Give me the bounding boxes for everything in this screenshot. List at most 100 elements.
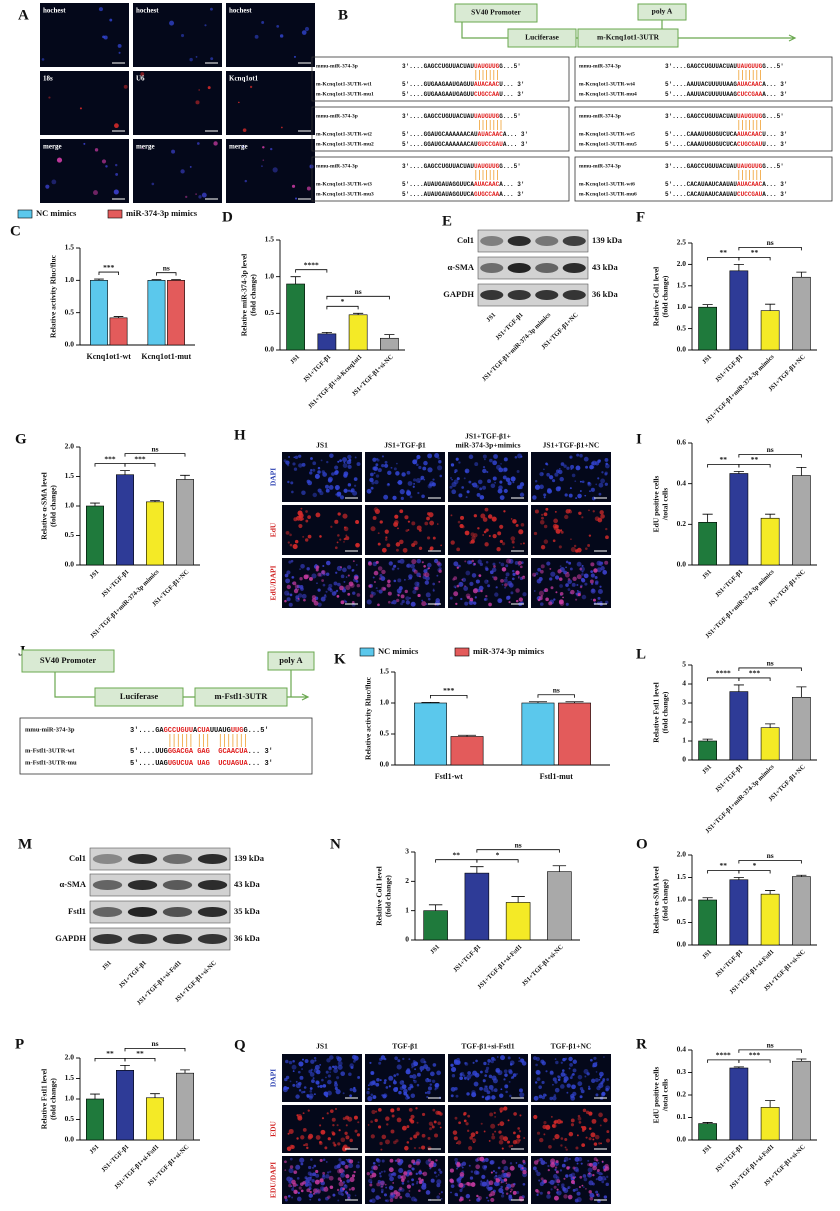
cell [287, 1194, 291, 1198]
cell [465, 1122, 469, 1126]
x-tick-label: JS1 [701, 569, 713, 581]
cell [434, 452, 440, 459]
cell [340, 600, 345, 605]
cell [315, 1081, 320, 1085]
blot-strip [477, 256, 589, 280]
cell [299, 577, 303, 581]
cell [574, 480, 577, 482]
cell [582, 1186, 585, 1188]
cell [554, 1134, 560, 1140]
cell [329, 1071, 331, 1074]
sequence: 3'....GAGCCUGUUACUAUUAUGUUGG...5' [130, 727, 269, 735]
cell [261, 20, 265, 24]
cell [299, 584, 304, 589]
cell [508, 582, 514, 588]
cell [501, 1159, 507, 1165]
cell [402, 547, 408, 553]
cell [346, 1179, 350, 1183]
cell [554, 1087, 560, 1093]
cell [509, 1199, 512, 1202]
cell [486, 580, 489, 582]
bar [176, 479, 195, 566]
cell [536, 1159, 540, 1162]
blot-band [562, 236, 586, 246]
cell [378, 1164, 380, 1167]
cell [557, 1183, 560, 1186]
y-tick-label: 3 [682, 698, 686, 707]
cell [576, 583, 579, 587]
cell [213, 141, 218, 146]
cell [592, 1161, 598, 1167]
cell [464, 601, 469, 606]
cell [505, 477, 511, 482]
cell [523, 575, 525, 578]
panel-label: B [338, 7, 348, 23]
cell [382, 587, 387, 591]
bar [109, 317, 128, 346]
cell [384, 538, 388, 541]
cell [295, 1080, 298, 1083]
cell [572, 1176, 576, 1180]
cell [539, 471, 544, 477]
bar [760, 893, 780, 946]
cell [302, 1127, 307, 1132]
cell [569, 487, 572, 490]
cell [511, 540, 515, 544]
cell [325, 1174, 330, 1179]
cell [352, 591, 356, 595]
bar [86, 1098, 105, 1141]
cell [287, 480, 290, 484]
cell [470, 1170, 474, 1173]
cell [548, 475, 554, 480]
cell [346, 1192, 349, 1194]
cell [481, 1174, 486, 1179]
cell [321, 569, 326, 575]
cell [556, 1179, 561, 1184]
sequence-part: CUGCGAU [737, 141, 763, 148]
error-bar [90, 502, 100, 506]
cell [293, 467, 298, 471]
cell [561, 1185, 564, 1189]
cell [332, 1193, 336, 1197]
cell [509, 1165, 515, 1171]
cell [317, 1085, 320, 1088]
cell [98, 7, 103, 12]
cell [345, 576, 348, 578]
cell [413, 540, 418, 546]
cell [493, 565, 496, 568]
cell [595, 1061, 598, 1064]
cell [391, 1114, 395, 1118]
cell [429, 1071, 435, 1077]
cell [298, 1186, 302, 1190]
cell [409, 1083, 413, 1088]
error-bar [702, 304, 713, 308]
y-tick-label: 1.0 [677, 302, 687, 311]
cell [519, 1058, 525, 1063]
cell [492, 476, 497, 481]
cell [346, 459, 352, 465]
construct-label: m-Fstl1-3UTR [215, 691, 269, 701]
x-tick-label: Kcnq1ot1-mut [141, 352, 191, 361]
cell [293, 1170, 298, 1175]
cell [294, 455, 299, 459]
micrograph [40, 71, 129, 135]
cell [563, 1194, 568, 1199]
cell [552, 539, 556, 543]
cell [373, 507, 379, 512]
construct-box [267, 651, 315, 671]
cell [539, 602, 544, 606]
image-label: U6 [136, 75, 145, 83]
cell [587, 1163, 591, 1167]
cell [386, 543, 391, 548]
cell [508, 601, 511, 604]
cell [327, 1079, 332, 1085]
cell [201, 192, 207, 198]
cell [535, 572, 539, 576]
cell [492, 534, 497, 539]
bar [86, 505, 105, 566]
y-axis-title: /total cells [661, 1079, 670, 1112]
cell [285, 460, 290, 465]
cell [286, 1146, 292, 1152]
cell [438, 460, 442, 464]
cell [291, 490, 294, 494]
